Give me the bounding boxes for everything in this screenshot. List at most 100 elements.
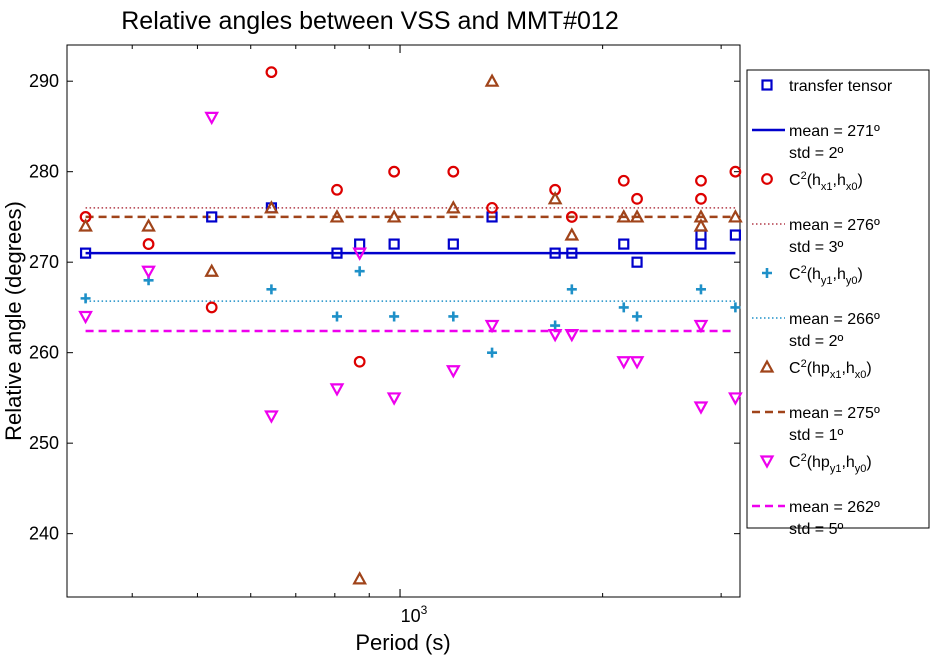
data-point (616, 356, 632, 370)
data-point (695, 284, 706, 295)
data-point (205, 301, 218, 314)
y-tick-label: 280 (29, 162, 59, 182)
data-point (352, 571, 368, 585)
data-point (353, 355, 366, 368)
data-point (618, 302, 629, 313)
legend-label: C2(hy1,hy0) (789, 264, 863, 287)
data-point (547, 191, 563, 205)
data-point (762, 268, 772, 278)
data-point (629, 209, 645, 223)
legend-mean-label: mean = 275º (789, 405, 880, 422)
legend-std-label: std = 2º (789, 333, 843, 350)
data-point (564, 227, 580, 241)
data-point (550, 320, 561, 331)
data-point (484, 73, 500, 87)
plot-area (66, 44, 741, 598)
data-point (693, 319, 709, 334)
data-point (80, 293, 91, 304)
data-point (632, 311, 643, 322)
data-point (142, 238, 155, 250)
data-point (447, 165, 460, 178)
data-point (547, 328, 563, 343)
legend-std-label: std = 5º (789, 521, 843, 538)
data-point (78, 310, 93, 325)
data-point (693, 209, 709, 223)
data-point (617, 174, 630, 187)
data-point (616, 209, 632, 223)
data-point (693, 401, 709, 415)
data-point (78, 218, 93, 232)
data-point (445, 200, 461, 214)
data-point (386, 392, 402, 406)
legend-mean-label: mean = 276º (789, 217, 880, 234)
data-point (265, 66, 278, 79)
x-axis-label: Period (s) (355, 630, 450, 655)
x-axis: 103 (131, 45, 722, 626)
legend-box (746, 69, 930, 529)
y-axis-label: Relative angle (degrees) (1, 201, 26, 441)
data-point (484, 319, 500, 334)
data-point (486, 201, 498, 214)
data-point (549, 247, 561, 259)
data-point (206, 211, 218, 223)
data-point (204, 263, 220, 277)
data-point (388, 165, 401, 178)
data-point (759, 359, 775, 373)
data-point (329, 383, 345, 397)
legend-label: C2(hpy1,hy0) (789, 452, 872, 475)
legend-mean-label: mean = 271º (789, 123, 880, 140)
data-point (266, 284, 277, 295)
data-point (631, 192, 643, 205)
legend-std-label: std = 1º (789, 427, 843, 444)
data-point (141, 218, 156, 232)
data-point (761, 79, 773, 91)
data-point (487, 347, 498, 358)
y-axis: 240 250 260 270 280 290 (29, 71, 740, 544)
data-point (204, 111, 220, 126)
data-point (445, 365, 461, 379)
data-point (386, 209, 402, 223)
data-point (729, 165, 742, 178)
data-point (447, 238, 459, 250)
legend-mean-label: mean = 262º (789, 499, 880, 516)
data-point (331, 311, 342, 322)
data-point (730, 302, 741, 313)
data-point (566, 247, 578, 259)
data-point (141, 265, 156, 280)
chart-title: Relative angles between VSS and MMT#012 (121, 7, 619, 35)
x-tick-label: 103 (401, 603, 428, 626)
mean-lines (85, 207, 736, 333)
data-point (564, 328, 580, 343)
y-tick-label: 250 (29, 433, 59, 453)
data-point (629, 356, 645, 370)
y-tick-label: 270 (29, 252, 59, 272)
data-point (389, 311, 400, 322)
data-point (329, 209, 345, 223)
data-point (618, 238, 630, 250)
legend-label: transfer tensor (789, 78, 893, 95)
legend: transfer tensor mean = 271º std = 2º C2(hx1… (752, 78, 893, 538)
data-point (693, 218, 709, 232)
data-point (631, 256, 643, 268)
data-point (448, 311, 459, 322)
data-point (352, 247, 368, 261)
data-point (264, 410, 279, 424)
legend-std-label: std = 2º (789, 145, 843, 162)
data-point (728, 209, 743, 223)
y-tick-label: 290 (29, 71, 59, 91)
legend-label: C2(hx1,hx0) (789, 170, 863, 193)
legend-std-label: std = 3º (789, 239, 843, 256)
data-point (729, 229, 741, 241)
data-point (331, 247, 343, 259)
data-point (728, 392, 743, 406)
data-point (331, 183, 343, 196)
y-tick-label: 240 (29, 524, 59, 544)
data-point (388, 238, 400, 250)
legend-label: C2(hpx1,hx0) (789, 358, 872, 381)
data-point (79, 247, 92, 259)
data-point (354, 266, 365, 277)
legend-mean-label: mean = 266º (789, 311, 880, 328)
data-point (566, 284, 577, 295)
data-point (695, 192, 707, 205)
